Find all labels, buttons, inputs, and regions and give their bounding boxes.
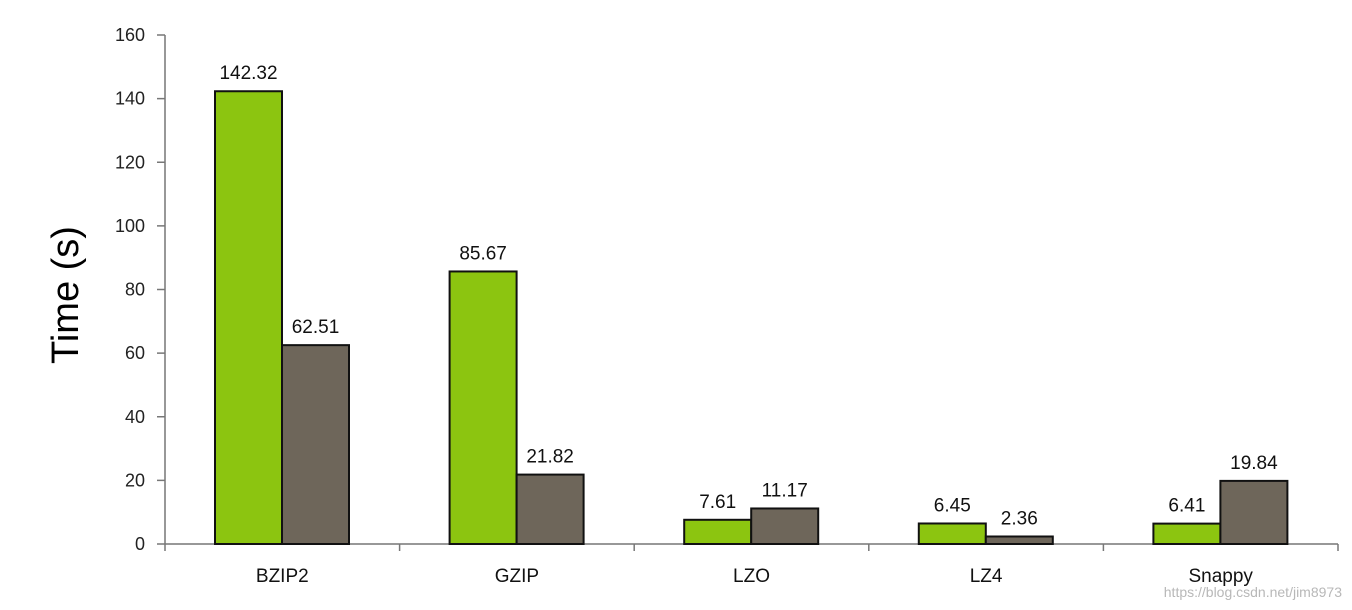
y-tick-label: 60 (125, 343, 145, 363)
y-tick-label: 100 (115, 216, 145, 236)
chart-labels: BZIP2 GZIP LZO LZ4 Snappy 142.32 85.67 7.61 6.45… (219, 63, 1278, 587)
bar-series-1 (448, 270, 518, 545)
chart-bars (214, 90, 1289, 546)
bar-value-label: 85.67 (459, 243, 507, 264)
bar-value-label: 2.36 (1001, 508, 1038, 529)
bar-series-2 (281, 344, 350, 546)
y-axis-label: Time (s) (45, 226, 87, 364)
bar-value-label: 6.41 (1168, 496, 1205, 517)
x-category-label: LZO (733, 566, 770, 587)
bar-series-1 (214, 90, 283, 545)
bar-series-1 (683, 518, 753, 546)
x-category-label: Snappy (1188, 566, 1253, 587)
watermark-text: https://blog.csdn.net/jim8973 (1164, 584, 1342, 600)
y-tick-label: 20 (125, 470, 145, 490)
bar-series-2 (515, 473, 585, 545)
y-tick-label: 120 (115, 152, 145, 172)
bar-value-label: 6.45 (934, 495, 971, 516)
bar-value-label: 21.82 (526, 447, 574, 468)
y-tick-label: 160 (115, 25, 145, 45)
bar-value-label: 19.84 (1230, 453, 1278, 474)
bar-value-label: 142.32 (219, 63, 277, 84)
x-category-label: LZ4 (970, 566, 1003, 587)
y-tick-label: 140 (115, 89, 145, 109)
x-category-label: BZIP2 (256, 566, 309, 587)
y-tick-label: 0 (135, 534, 145, 554)
bar-series-2 (750, 507, 820, 545)
bar-series-1 (917, 522, 987, 546)
y-tick-label: 40 (125, 407, 145, 427)
bar-value-label: 62.51 (292, 317, 340, 338)
bar-series-1 (1152, 522, 1222, 546)
bar-series-2 (984, 535, 1054, 545)
chart-axes: 0 20 40 60 80 100 120 140 160 (115, 25, 1339, 554)
y-tick-label: 80 (125, 280, 145, 300)
bar-value-label: 11.17 (762, 480, 808, 501)
bar-value-label: 7.61 (699, 492, 736, 513)
x-category-label: GZIP (495, 566, 539, 587)
bar-series-2 (1219, 479, 1289, 546)
